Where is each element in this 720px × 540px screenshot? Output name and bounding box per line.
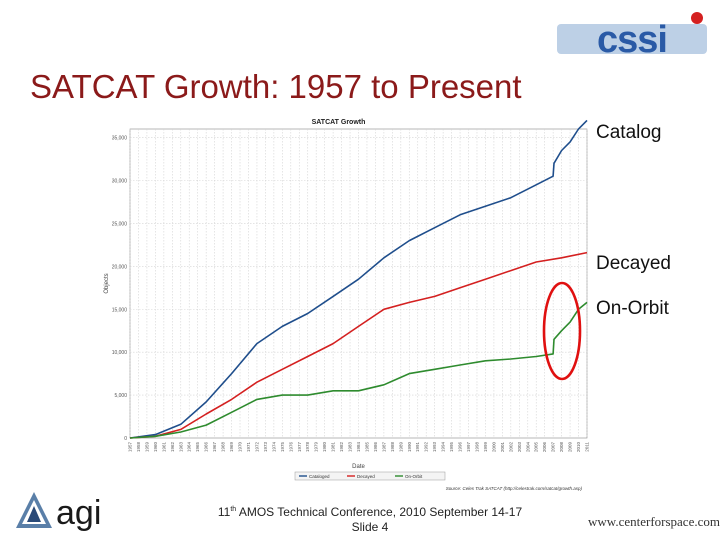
x-tick-label: 1986 bbox=[373, 442, 378, 453]
x-tick-label: 2003 bbox=[517, 442, 522, 453]
y-axis-label: Objects bbox=[104, 273, 110, 293]
x-tick-label: 1969 bbox=[229, 442, 234, 453]
x-tick-label: 1985 bbox=[364, 442, 369, 453]
x-tick-label: 1972 bbox=[254, 442, 259, 453]
x-tick-label: 1964 bbox=[187, 442, 192, 453]
series-line-decayed bbox=[129, 251, 588, 439]
legend-entry: Cataloged bbox=[309, 474, 330, 479]
x-tick-label: 2005 bbox=[534, 442, 539, 453]
x-tick-label: 2009 bbox=[568, 442, 573, 453]
x-tick-label: 2008 bbox=[559, 442, 564, 453]
x-tick-label: 1984 bbox=[356, 442, 361, 453]
x-tick-label: 2011 bbox=[585, 442, 590, 452]
footer-line1: 11th AMOS Technical Conference, 2010 Sep… bbox=[217, 505, 523, 519]
callout-decayed: Decayed bbox=[596, 253, 671, 274]
x-tick-label: 1975 bbox=[280, 442, 285, 453]
x-tick-label: 1983 bbox=[348, 442, 353, 453]
chart-source: Source: Celes Trak SATCAT (http://celest… bbox=[446, 486, 583, 491]
x-tick-label: 2002 bbox=[508, 442, 513, 453]
y-tick-label: 20,000 bbox=[112, 264, 128, 270]
x-tick-label: 1960 bbox=[153, 442, 158, 453]
agi-logo: agi bbox=[16, 492, 101, 532]
x-tick-label: 1981 bbox=[331, 442, 336, 453]
x-tick-label: 1959 bbox=[144, 442, 149, 453]
x-tick-label: 1961 bbox=[161, 442, 166, 453]
footer-line2: Slide 4 bbox=[351, 520, 389, 534]
legend-entry: Decayed bbox=[357, 474, 375, 479]
logo-red-dot bbox=[691, 12, 703, 24]
chart-title: SATCAT Growth bbox=[312, 119, 366, 126]
x-tick-label: 1993 bbox=[432, 442, 437, 453]
callout-catalog: Catalog bbox=[596, 122, 662, 143]
x-tick-label: 1992 bbox=[424, 442, 429, 453]
x-tick-label: 1957 bbox=[128, 442, 133, 453]
x-tick-label: 1977 bbox=[297, 442, 302, 453]
x-tick-label: 1967 bbox=[212, 442, 217, 453]
x-tick-label: 1970 bbox=[238, 442, 243, 453]
x-tick-label: 2001 bbox=[500, 442, 505, 453]
x-tick-label: 2004 bbox=[525, 442, 530, 453]
x-tick-label: 1963 bbox=[178, 442, 183, 453]
x-tick-label: 1988 bbox=[390, 442, 395, 453]
cssi-logo: cssi bbox=[557, 12, 707, 60]
x-tick-label: 1991 bbox=[415, 442, 420, 453]
x-tick-label: 1962 bbox=[170, 442, 175, 453]
legend-entry: On-Orbit bbox=[405, 474, 423, 479]
x-tick-label: 1990 bbox=[407, 442, 412, 453]
y-tick-label: 15,000 bbox=[112, 307, 128, 313]
chart-container: SATCAT Growth 0 5,000 10,000 15,000 20,000 25,… bbox=[100, 113, 590, 493]
x-tick-label: 1965 bbox=[195, 442, 200, 453]
x-axis-label: Date bbox=[352, 464, 365, 470]
legend-box bbox=[294, 471, 446, 481]
x-tick-label: 1994 bbox=[441, 442, 446, 453]
x-tick-label: 1974 bbox=[271, 442, 276, 453]
series-line-cataloged bbox=[129, 119, 588, 439]
x-tick-label: 1980 bbox=[322, 442, 327, 453]
x-tick-label: 1968 bbox=[221, 442, 226, 453]
callout-on-orbit: On-Orbit bbox=[596, 298, 669, 319]
x-tick-label: 2010 bbox=[576, 442, 581, 453]
series-line-on-orbit bbox=[129, 301, 588, 439]
y-tick-label: 0 bbox=[124, 436, 127, 442]
x-tick-label: 1995 bbox=[449, 442, 454, 453]
slide-title: SATCAT Growth: 1957 to Present bbox=[30, 68, 522, 105]
highlight-ellipse bbox=[542, 281, 582, 381]
y-tick-label: 5,000 bbox=[114, 393, 127, 399]
x-tick-label: 2006 bbox=[542, 442, 547, 453]
cssi-logo-text: cssi bbox=[597, 19, 667, 60]
x-tick-label: 1978 bbox=[305, 442, 310, 453]
x-tick-label: 1999 bbox=[483, 442, 488, 453]
x-tick-label: 1996 bbox=[458, 442, 463, 453]
x-tick-label: 1987 bbox=[381, 442, 386, 453]
footer-text: 11th AMOS Technical Conference, 2010 Sep… bbox=[190, 502, 550, 535]
x-tick-label: 2000 bbox=[491, 442, 496, 453]
x-tick-label: 1976 bbox=[288, 442, 293, 453]
y-tick-label: 30,000 bbox=[112, 179, 128, 185]
x-tick-label: 1973 bbox=[263, 442, 268, 453]
y-tick-label: 35,000 bbox=[112, 136, 128, 142]
y-tick-label: 25,000 bbox=[112, 221, 128, 227]
x-tick-label: 1997 bbox=[466, 442, 471, 453]
x-tick-label: 1979 bbox=[314, 442, 319, 453]
satcat-growth-chart: SATCAT Growth 0 5,000 10,000 15,000 20,000 25,… bbox=[104, 119, 590, 491]
x-tick-label: 1998 bbox=[474, 442, 479, 453]
y-tick-label: 10,000 bbox=[112, 350, 128, 356]
x-tick-label: 1989 bbox=[398, 442, 403, 453]
x-tick-label: 1971 bbox=[246, 442, 251, 453]
x-tick-label: 1966 bbox=[204, 442, 209, 453]
x-tick-label: 1958 bbox=[136, 442, 141, 453]
website-url: www.centerforspace.com bbox=[588, 514, 720, 529]
x-tick-label: 1982 bbox=[339, 442, 344, 453]
agi-logo-text: agi bbox=[56, 494, 101, 532]
x-tick-label: 2007 bbox=[551, 442, 556, 453]
